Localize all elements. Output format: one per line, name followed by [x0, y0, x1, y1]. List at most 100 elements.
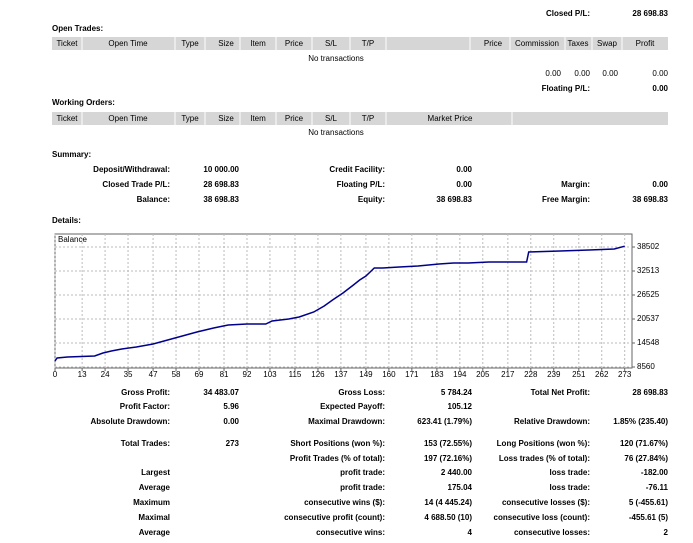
column-header: Item: [250, 114, 266, 123]
stat-label: Long Positions (won %):: [497, 439, 590, 448]
value: 0.00: [574, 69, 590, 78]
stat-label: consecutive profit (count):: [284, 513, 385, 522]
stat-value: 5 784.24: [441, 388, 473, 397]
column-header: Type: [181, 39, 199, 48]
stat-label: profit trade:: [340, 483, 385, 492]
column-header: Taxes: [568, 39, 589, 48]
stat-value: 34 483.07: [203, 388, 239, 397]
x-tick-label: 103: [263, 370, 277, 379]
stat-label: Total Net Profit:: [531, 388, 590, 397]
stat-label: Maximal Drawdown:: [308, 417, 385, 426]
stat-value: 2: [664, 528, 669, 537]
section-title: Details:: [52, 216, 81, 225]
label: Floating P/L:: [542, 84, 590, 93]
x-tick-label: 251: [572, 370, 586, 379]
y-tick-label: 8560: [637, 362, 655, 371]
stat-label: Loss trades (% of total):: [499, 454, 590, 463]
stat-value: 273: [226, 439, 240, 448]
stat-label: consecutive wins:: [316, 528, 385, 537]
column-header: Price: [484, 39, 503, 48]
stat-label: loss trade:: [550, 468, 590, 477]
stat-label: Profit Trades (% of total):: [290, 454, 385, 463]
x-tick-label: 115: [289, 370, 302, 379]
stat-label: Total Trades:: [121, 439, 170, 448]
y-tick-label: 14548: [637, 338, 660, 347]
stat-value: 4: [468, 528, 473, 537]
section-title: Summary:: [52, 150, 91, 159]
stat-label: Gross Profit:: [121, 388, 170, 397]
stat-label: Floating P/L:: [337, 180, 385, 189]
stat-label: profit trade:: [340, 468, 385, 477]
stat-label: Credit Facility:: [329, 165, 385, 174]
stat-value: 2 440.00: [441, 468, 473, 477]
x-tick-label: 35: [124, 370, 133, 379]
stat-value: 14 (4 445.24): [424, 498, 472, 507]
stat-label: Average: [139, 483, 171, 492]
stat-label: Absolute Drawdown:: [90, 417, 170, 426]
x-tick-label: 24: [101, 370, 110, 379]
stat-value: 0.00: [456, 180, 472, 189]
stat-value: 38 698.83: [436, 195, 472, 204]
table-header: [52, 37, 668, 50]
stat-value: 38 698.83: [632, 195, 668, 204]
x-tick-label: 69: [195, 370, 204, 379]
column-header: Price: [285, 39, 304, 48]
column-header: Item: [250, 39, 266, 48]
stat-label: Maximum: [133, 498, 170, 507]
column-header: Ticket: [56, 39, 78, 48]
y-tick-label: 32513: [637, 266, 660, 275]
stat-label: Maximal: [138, 513, 170, 522]
x-tick-label: 149: [359, 370, 373, 379]
stat-value: 38 698.83: [203, 195, 239, 204]
x-tick-label: 273: [618, 370, 632, 379]
section-title: Working Orders:: [52, 98, 115, 107]
column-header: Market Price: [428, 114, 473, 123]
stat-value: 0.00: [223, 417, 239, 426]
stat-label: Relative Drawdown:: [514, 417, 590, 426]
stat-label: consecutive losses ($):: [502, 498, 590, 507]
x-tick-label: 126: [311, 370, 325, 379]
x-tick-label: 194: [453, 370, 467, 379]
column-header: Swap: [597, 39, 618, 48]
value: 0.00: [545, 69, 561, 78]
value: 28 698.83: [632, 9, 668, 18]
column-header: Open Time: [108, 114, 148, 123]
stat-label: Largest: [141, 468, 170, 477]
balance-line: [54, 245, 625, 362]
x-tick-label: 205: [476, 370, 490, 379]
column-header: Size: [218, 39, 234, 48]
x-tick-label: 137: [334, 370, 348, 379]
x-tick-label: 81: [220, 370, 229, 379]
x-tick-label: 47: [149, 370, 158, 379]
stat-value: 175.04: [448, 483, 473, 492]
stat-value: 10 000.00: [203, 165, 239, 174]
stat-label: Deposit/Withdrawal:: [93, 165, 170, 174]
stat-label: Margin:: [561, 180, 590, 189]
stat-value: 5 (-455.61): [629, 498, 668, 507]
stat-value: 5.96: [223, 402, 239, 411]
section-title: Open Trades:: [52, 24, 103, 33]
stat-label: consecutive wins ($):: [304, 498, 385, 507]
column-header: T/P: [362, 39, 374, 48]
stat-label: Expected Payoff:: [320, 402, 385, 411]
stat-label: consecutive losses:: [514, 528, 590, 537]
value: 0.00: [652, 69, 668, 78]
stat-label: Free Margin:: [542, 195, 590, 204]
stat-label: Equity:: [358, 195, 385, 204]
empty-note: No transactions: [308, 128, 364, 137]
table-header: [52, 112, 668, 125]
x-tick-label: 58: [172, 370, 181, 379]
stat-value: 28 698.83: [203, 180, 239, 189]
stat-value: 197 (72.16%): [424, 454, 472, 463]
stat-value: 105.12: [448, 402, 473, 411]
stat-label: Balance:: [137, 195, 170, 204]
chart-frame: [54, 233, 633, 369]
stat-value: 1.85% (235.40): [613, 417, 668, 426]
column-header: Type: [181, 114, 199, 123]
y-tick-label: 26525: [637, 290, 660, 299]
chart-title: Balance: [58, 235, 87, 244]
x-tick-label: 0: [53, 370, 58, 379]
x-tick-label: 217: [501, 370, 515, 379]
stat-value: -182.00: [641, 468, 669, 477]
